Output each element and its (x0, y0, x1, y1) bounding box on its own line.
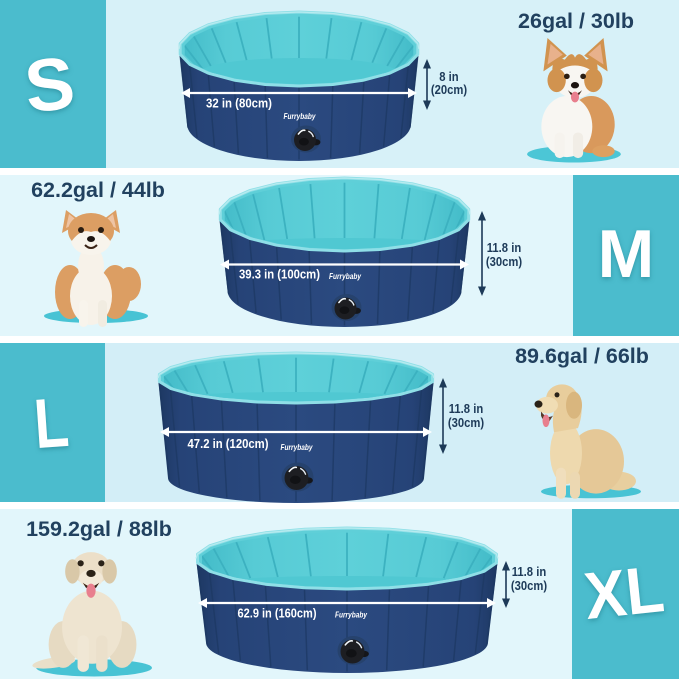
svg-text:47.2 in (120cm): 47.2 in (120cm) (188, 437, 269, 451)
svg-text:39.3 in (100cm): 39.3 in (100cm) (239, 268, 320, 282)
svg-text:Furrybaby: Furrybaby (284, 111, 317, 121)
svg-text:62.9 in (160cm): 62.9 in (160cm) (238, 607, 317, 621)
svg-text:Furrybaby: Furrybaby (281, 442, 314, 452)
svg-text:32 in (80cm): 32 in (80cm) (206, 97, 272, 111)
svg-text:Furrybaby: Furrybaby (335, 610, 368, 620)
svg-text:Furrybaby: Furrybaby (329, 271, 362, 281)
